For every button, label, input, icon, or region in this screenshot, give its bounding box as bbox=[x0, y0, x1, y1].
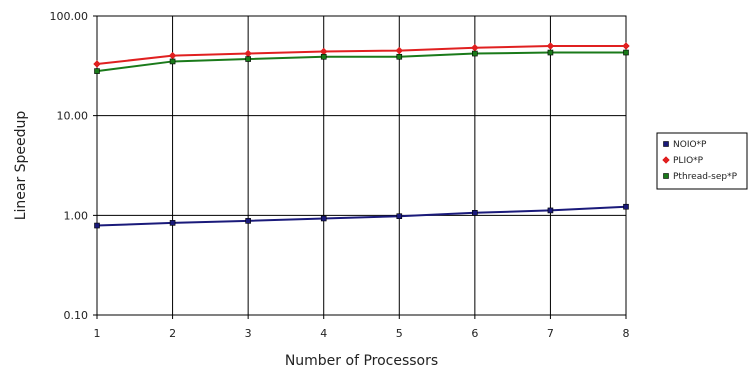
data-point-pthread-sep-p bbox=[94, 68, 100, 74]
data-point-noio-p bbox=[396, 213, 403, 220]
data-point-noio-p bbox=[623, 203, 629, 210]
data-point-noio-p bbox=[245, 218, 251, 224]
data-point-plio-p bbox=[168, 51, 177, 60]
x-tick-label: 8 bbox=[623, 327, 630, 340]
legend-label-pthread-sep-p: Pthread-sep*P bbox=[673, 172, 738, 182]
y-axis-ticks: 0.10 1.00 10.00 100.00 bbox=[50, 10, 89, 322]
data-point-pthread-sep-p bbox=[320, 53, 327, 60]
x-tick-label: 4 bbox=[320, 327, 327, 340]
y-tick-label: 1.00 bbox=[64, 209, 89, 222]
legend: NOIO*P PLIO*P Pthread-sep*P bbox=[656, 132, 748, 190]
data-point-plio-p bbox=[546, 42, 555, 50]
legend-item-noio-p: NOIO*P bbox=[663, 140, 707, 150]
data-point-noio-p bbox=[94, 222, 100, 229]
series-line-plio-p bbox=[96, 45, 626, 65]
series-plio-p bbox=[93, 42, 630, 68]
x-axis-title: Number of Processors bbox=[285, 353, 438, 369]
data-point-noio-p bbox=[547, 207, 554, 214]
legend-marker-noio-p bbox=[663, 141, 669, 147]
x-tick-label: 6 bbox=[471, 327, 478, 340]
data-point-plio-p bbox=[471, 43, 479, 52]
x-axis-ticks: 1 2 3 4 5 6 7 8 bbox=[94, 327, 630, 340]
data-point-pthread-sep-p bbox=[169, 58, 176, 65]
y-tick-label: 100.00 bbox=[50, 10, 89, 23]
plot-area bbox=[96, 15, 627, 316]
legend-marker-pthread-sep-p bbox=[663, 173, 669, 179]
data-point-pthread-sep-p bbox=[547, 49, 554, 56]
axes bbox=[96, 15, 627, 316]
legend-marker-plio-p bbox=[662, 156, 670, 164]
x-tick-label: 1 bbox=[94, 327, 101, 340]
legend-label-noio-p: NOIO*P bbox=[673, 140, 707, 150]
legend-item-pthread-sep-p: Pthread-sep*P bbox=[663, 172, 738, 182]
series-noio-p bbox=[94, 203, 629, 229]
series-pthread-sep-p bbox=[94, 49, 629, 74]
data-point-noio-p bbox=[169, 220, 176, 226]
x-tick-label: 5 bbox=[396, 327, 403, 340]
data-point-pthread-sep-p bbox=[245, 56, 251, 62]
data-point-pthread-sep-p bbox=[472, 50, 478, 57]
data-point-plio-p bbox=[622, 42, 630, 50]
series bbox=[93, 42, 630, 229]
data-point-noio-p bbox=[472, 210, 478, 216]
series-line-noio-p bbox=[96, 205, 627, 227]
legend-item-plio-p: PLIO*P bbox=[662, 156, 704, 166]
x-tick-label: 3 bbox=[245, 327, 252, 340]
x-tick-label: 7 bbox=[547, 327, 554, 340]
x-tick-label: 2 bbox=[169, 327, 176, 340]
y-tick-label: 0.10 bbox=[64, 309, 89, 322]
legend-box bbox=[656, 132, 748, 190]
data-point-pthread-sep-p bbox=[396, 53, 403, 60]
series-line-pthread-sep-p bbox=[96, 51, 626, 73]
legend-label-plio-p: PLIO*P bbox=[673, 156, 704, 166]
data-point-pthread-sep-p bbox=[623, 49, 629, 56]
data-point-plio-p bbox=[244, 49, 252, 58]
data-point-plio-p bbox=[395, 46, 404, 55]
y-axis-title: Linear Speedup bbox=[13, 111, 29, 221]
data-point-noio-p bbox=[320, 215, 327, 222]
y-tick-label: 10.00 bbox=[57, 110, 89, 123]
data-point-plio-p bbox=[93, 60, 101, 68]
